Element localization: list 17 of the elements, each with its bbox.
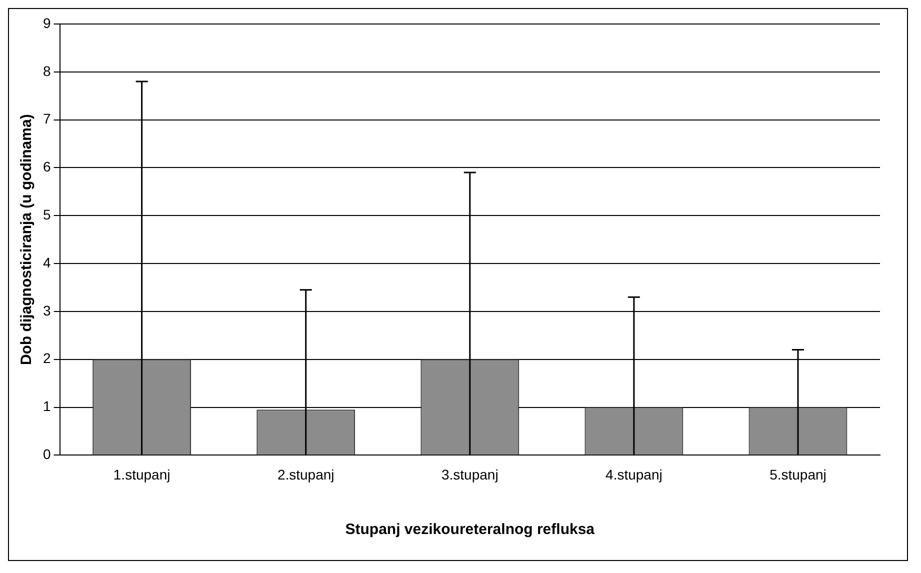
y-tick-label: 1 [42,398,51,414]
y-tick-label: 5 [42,206,51,223]
y-tick-label: 8 [42,62,51,79]
y-tick-label: 2 [42,350,51,366]
x-tick-label: 2.stupanj [277,466,334,482]
x-tick-label: 3.stupanj [441,466,498,482]
y-axis-title: Dob dijagnosticiranja (u godinama) [18,114,36,366]
y-tick-label: 7 [42,110,51,127]
x-axis-title: Stupanj vezikoureteralnog refluksa [345,521,596,538]
y-tick-label: 4 [42,254,51,270]
x-tick-label: 4.stupanj [606,466,662,482]
y-tick-label: 9 [42,14,51,31]
y-tick-label: 3 [42,302,51,318]
x-tick-label: 5.stupanj [770,466,826,482]
y-tick-label: 6 [42,158,51,175]
x-tick-label: 1.stupanj [113,466,170,482]
y-tick-label: 0 [42,446,51,462]
